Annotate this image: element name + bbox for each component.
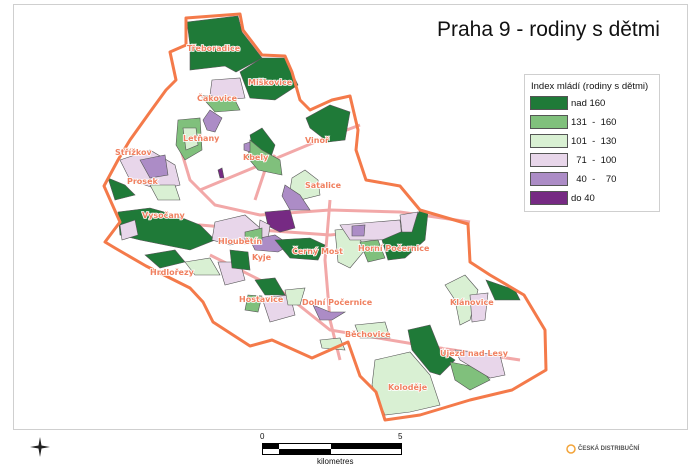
- scale-start: 0: [260, 432, 265, 441]
- legend-swatch: [530, 134, 568, 148]
- legend-swatch: [530, 153, 568, 167]
- legend-label: 40 - 70: [571, 173, 617, 185]
- district-area: [244, 227, 263, 245]
- district-area: [399, 211, 419, 233]
- district-area: [312, 304, 347, 321]
- scale-end: 5: [398, 432, 403, 441]
- district-area: [247, 139, 283, 176]
- place-label: Černý Most: [292, 245, 343, 256]
- compass-rose-icon: [30, 437, 50, 457]
- district-area: [351, 224, 366, 237]
- legend-item: 40 - 70: [530, 171, 616, 187]
- place-label: Satalice: [305, 181, 342, 190]
- district-area: [209, 77, 246, 101]
- legend-label: nad 160: [571, 97, 606, 109]
- place-label: Letňany: [183, 134, 220, 143]
- legend-item: do 40: [530, 190, 595, 206]
- road: [176, 139, 471, 224]
- district-area: [444, 274, 479, 326]
- place-label: Prosek: [127, 177, 158, 186]
- legend-label: 71 - 100: [571, 154, 617, 166]
- place-label: Střížkov: [115, 148, 153, 157]
- district-area: [119, 219, 139, 241]
- place-label: Horní Počernice: [358, 243, 430, 253]
- company-logo: ČESKÁ DISTRIBUČNÍ: [566, 444, 639, 454]
- place-label: Dolní Počernice: [302, 297, 373, 307]
- district-area: [182, 127, 199, 151]
- legend-title: Index mládí (rodiny s dětmi): [531, 81, 649, 92]
- legend-item: 101 - 130: [530, 133, 616, 149]
- road: [209, 253, 521, 362]
- district-area: [243, 141, 251, 153]
- legend-label: 101 - 130: [571, 135, 617, 147]
- legend-swatch: [530, 172, 568, 186]
- legend-label: do 40: [571, 192, 595, 204]
- place-label: Hrdlořezy: [150, 268, 195, 277]
- district-area: [274, 237, 326, 261]
- legend-item: nad 160: [530, 95, 605, 111]
- legend: Index mládí (rodiny s dětmi) nad 160 131 …: [524, 74, 660, 212]
- district-area: [202, 109, 223, 133]
- legend-item: 131 - 160: [530, 114, 616, 130]
- district-area: [281, 184, 311, 211]
- district-area: [359, 239, 386, 263]
- district-area: [254, 277, 286, 296]
- district-area: [186, 15, 263, 73]
- district-area: [261, 294, 296, 323]
- legend-item: 71 - 100: [530, 152, 616, 168]
- place-label: Čakovice: [197, 92, 238, 103]
- district-area: [199, 94, 241, 113]
- place-label: Kyje: [252, 253, 272, 262]
- district-area: [284, 287, 306, 306]
- district-area: [149, 184, 181, 201]
- scale-unit: kilometres: [317, 457, 354, 466]
- district-area: [144, 249, 186, 269]
- legend-label: 131 - 160: [571, 116, 617, 128]
- place-label: Hloubětín: [218, 236, 262, 246]
- place-labels: Třeboradice Miškovice Čakovice Letňany Vinoř…: [114, 43, 509, 393]
- district-area: [454, 349, 506, 379]
- district-area: [354, 321, 391, 339]
- place-label: Miškovice: [248, 77, 293, 87]
- legend-swatch: [530, 191, 568, 205]
- place-label: Třeboradice: [187, 44, 241, 53]
- scale-bar: 0 5 kilometres: [260, 432, 402, 467]
- district-area: [107, 177, 136, 201]
- place-label: Újezd nad Lesy: [440, 347, 509, 358]
- map-title: Praha 9 - rodiny s dětmi: [437, 18, 660, 41]
- legend-swatch: [530, 115, 568, 129]
- place-label: Vinoř: [305, 136, 329, 145]
- district-area: [139, 154, 169, 179]
- place-label: Hostavice: [239, 295, 284, 304]
- district-area: [229, 249, 251, 271]
- place-label: Klánovice: [450, 298, 494, 307]
- district-area: [184, 257, 221, 276]
- place-label: Vysočany: [142, 210, 186, 220]
- road: [323, 199, 342, 361]
- district-area: [239, 57, 299, 101]
- district-boundary: [102, 12, 548, 422]
- place-label: Kbely: [243, 153, 269, 162]
- place-label: Běchovice: [345, 329, 391, 339]
- district-area: [244, 294, 263, 313]
- legend-swatch: [530, 96, 568, 110]
- logo-ring-icon: [566, 444, 576, 454]
- district-area: [305, 104, 351, 143]
- logo-text: ČESKÁ DISTRIBUČNÍ: [578, 446, 640, 452]
- place-label: Koloděje: [388, 382, 428, 392]
- district-area: [485, 279, 521, 301]
- district-area: [407, 324, 456, 376]
- district-area: [469, 292, 489, 323]
- district-area: [217, 167, 225, 179]
- map-frame: [13, 4, 688, 430]
